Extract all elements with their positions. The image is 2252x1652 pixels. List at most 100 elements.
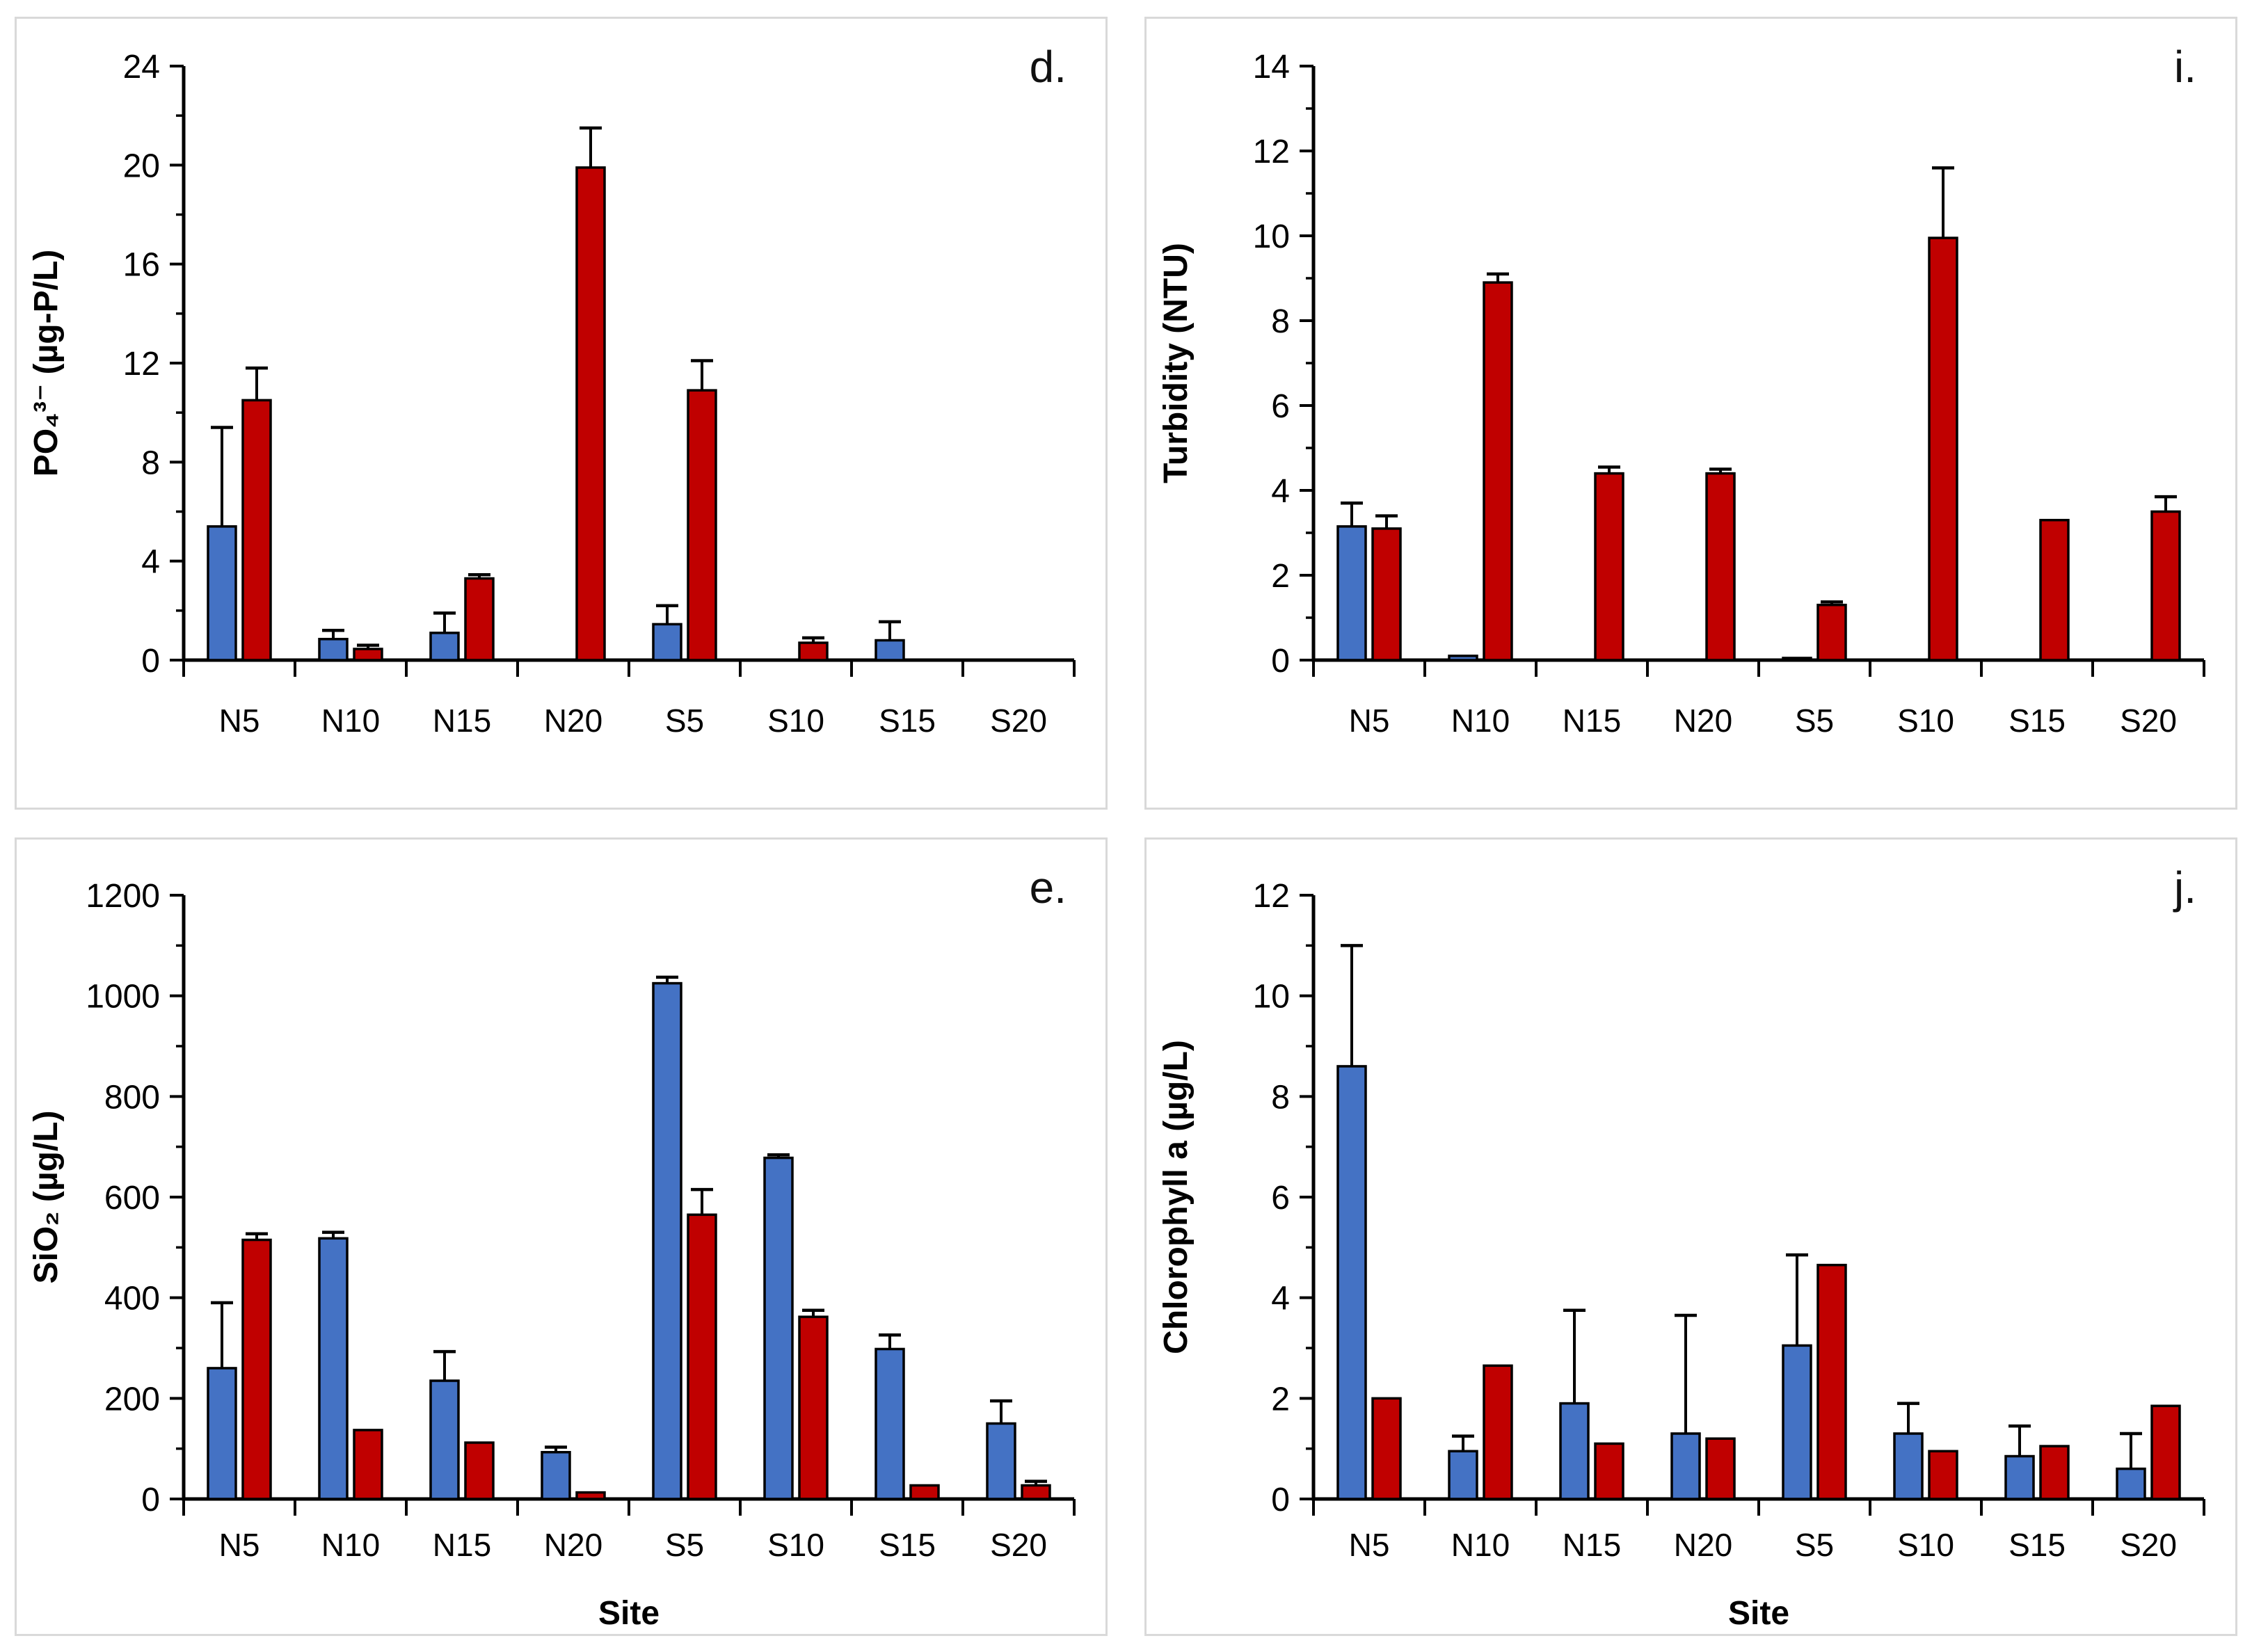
bar (1928, 236, 1958, 661)
x-category-label: S5 (1795, 1527, 1834, 1563)
y-tick-label: 12 (123, 346, 160, 383)
bar (687, 389, 717, 661)
y-tick-label: 8 (141, 444, 160, 481)
y-tick-label: 1200 (86, 878, 160, 915)
bar (429, 1379, 460, 1500)
y-tick-label: 0 (141, 1482, 160, 1518)
axes (1311, 66, 2204, 662)
bars-blue (1336, 1065, 2146, 1500)
y-tick-label: 4 (141, 544, 160, 581)
bar (2004, 1454, 2035, 1500)
x-category-label: N15 (433, 1527, 491, 1563)
y-tick-label: 24 (123, 49, 160, 86)
bar-chart-turbidity: 0 2 4 6 8 10 12 14 N5 N10 N15 N20 S5 S10 S15 S20 Turbidi… (1158, 49, 2205, 739)
x-category-label: S20 (2120, 1527, 2177, 1563)
y-tick-label: 16 (123, 247, 160, 284)
bar-chart-phosphate: 0 4 8 12 16 20 24 N5 N10 N15 N20 S5 S10 S15 S20 PO₄³⁻ (… (28, 49, 1076, 739)
x-axis-title: Site (598, 1595, 660, 1632)
error-bars-blue (211, 426, 901, 641)
bar (1336, 525, 1367, 661)
bar (541, 1450, 571, 1500)
bars-blue (1336, 525, 1812, 661)
y-axis-title: PO₄³⁻ (µg-P/L) (28, 250, 65, 476)
chart-panel-d-phosphate: d. 0 4 8 12 16 20 24 N5 N10 N15 N20 S5 S10 S15 S20 PO₄³… (15, 17, 1108, 810)
bar (464, 577, 495, 661)
x-category-label: S15 (879, 1527, 936, 1563)
bar (1782, 1344, 1812, 1500)
y-tick-label: 0 (141, 643, 160, 680)
error-bars-blue (211, 975, 1012, 1452)
y-axis-ticks: 0 200 400 600 800 1000 1200 (86, 878, 184, 1518)
bar (1448, 655, 1478, 661)
y-tick-label: 4 (1271, 473, 1290, 510)
chart-panel-e-silica: e. 0 200 400 600 800 1000 1200 N5 N10 N15 N20 S5 S10… (15, 837, 1108, 1636)
x-category-label: N15 (433, 703, 491, 739)
bar (353, 648, 383, 661)
bar (687, 1213, 717, 1500)
bar (1336, 1065, 1367, 1500)
bar (318, 638, 349, 661)
x-axis-ticks: N5 N10 N15 N20 S5 S10 S15 S20 (182, 660, 1076, 739)
y-tick-label: 200 (104, 1381, 160, 1418)
y-tick-label: 4 (1271, 1281, 1290, 1317)
bar (763, 1156, 794, 1500)
x-category-label: S5 (1795, 703, 1834, 739)
bar-chart-chlorophyll: 0 2 4 6 8 10 12 N5 N10 N15 N20 S5 S10 S15 S20 Chlorophy… (1158, 878, 2205, 1632)
y-tick-label: 800 (104, 1079, 160, 1116)
bar (575, 166, 606, 661)
bars-red (1371, 236, 2181, 661)
y-tick-label: 10 (1253, 979, 1290, 1016)
bar (798, 641, 829, 661)
bar (2039, 1445, 2070, 1500)
bar (1705, 472, 1736, 661)
x-category-label: S10 (767, 1527, 824, 1563)
y-tick-label: 2 (1271, 1381, 1290, 1418)
x-category-label: S10 (1897, 703, 1954, 739)
axes (1311, 895, 2204, 1501)
bar (1670, 1432, 1701, 1500)
y-axis-title: Turbidity (NTU) (1158, 243, 1195, 483)
bar (909, 1484, 940, 1500)
x-axis-ticks: N5 N10 N15 N20 S5 S10 S15 S20 (182, 1499, 1076, 1563)
axes (182, 895, 1074, 1501)
bar (2116, 1467, 2146, 1500)
bar (207, 1367, 237, 1500)
panel-label-i: i. (2174, 42, 2196, 92)
y-tick-label: 12 (1253, 878, 1290, 915)
x-category-label: N15 (1563, 703, 1621, 739)
panel-label-e: e. (1029, 863, 1067, 913)
x-category-label: N20 (1674, 1527, 1732, 1563)
bar (241, 1238, 272, 1500)
y-tick-label: 6 (1271, 1180, 1290, 1217)
y-tick-label: 0 (1271, 643, 1290, 680)
bar (1893, 1432, 1924, 1500)
x-category-label: S15 (2009, 703, 2066, 739)
bar (241, 399, 272, 661)
x-category-label: N20 (544, 1527, 602, 1563)
error-bars-red (246, 1187, 1047, 1486)
x-category-label: N15 (1563, 1527, 1621, 1563)
bar (875, 639, 905, 661)
y-axis-ticks: 0 2 4 6 8 10 12 14 (1253, 49, 1313, 680)
x-category-label: N5 (219, 703, 260, 739)
bar (1816, 1263, 1847, 1500)
error-bars-red (246, 126, 824, 649)
bar (1782, 657, 1812, 661)
axes (182, 66, 1074, 662)
y-axis-ticks: 0 4 8 12 16 20 24 (123, 49, 184, 680)
panel-label-j: j. (2174, 863, 2196, 913)
y-tick-label: 8 (1271, 1079, 1290, 1116)
x-category-label: S5 (665, 703, 704, 739)
bars-blue (207, 981, 1016, 1500)
bar (2150, 510, 2181, 661)
bar (1483, 281, 1513, 661)
x-category-label: N5 (219, 1527, 260, 1563)
bar (1021, 1484, 1051, 1500)
y-tick-label: 0 (1271, 1482, 1290, 1518)
y-tick-label: 2 (1271, 558, 1290, 595)
chart-panel-i-turbidity: i. 0 2 4 6 8 10 12 14 N5 N10 N15 N20 S5 S10 S15 S20 Turb… (1144, 17, 2237, 810)
bar (798, 1315, 829, 1500)
bar (207, 525, 237, 661)
bar (353, 1429, 383, 1500)
